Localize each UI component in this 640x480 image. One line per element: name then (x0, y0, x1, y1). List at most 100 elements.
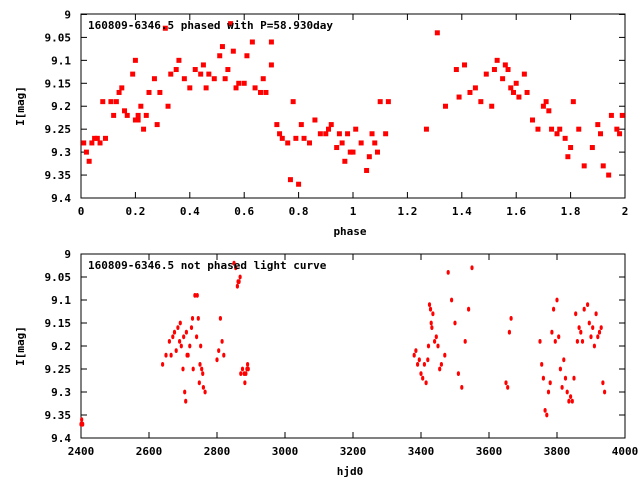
data-point (424, 380, 428, 386)
data-point (244, 371, 248, 376)
x-tick-label: 2800 (204, 445, 231, 458)
data-point (258, 89, 264, 95)
y-tick-label: 9.35 (45, 169, 72, 182)
data-point (453, 67, 459, 73)
data-point (596, 334, 600, 340)
data-point (442, 103, 448, 109)
data-point (168, 71, 174, 77)
data-point (467, 89, 473, 95)
data-point (130, 71, 136, 77)
data-point (597, 329, 602, 335)
data-point (237, 279, 241, 284)
plot-2-title: 160809-6346.5 not phased light curve (88, 259, 327, 272)
data-point (383, 131, 389, 137)
data-point (143, 112, 149, 118)
data-point (553, 339, 557, 344)
data-point (603, 389, 607, 395)
data-point (135, 117, 141, 123)
data-point (555, 297, 559, 303)
data-point (446, 270, 450, 275)
data-point (277, 131, 283, 137)
data-point (568, 145, 574, 151)
data-point (530, 117, 536, 123)
y-tick-label: 9.25 (45, 363, 72, 376)
y-tick-label: 9.4 (51, 432, 71, 445)
data-point (608, 112, 614, 118)
data-point (428, 306, 433, 312)
data-point (347, 149, 353, 155)
data-point (549, 126, 555, 132)
data-point (426, 343, 431, 349)
data-point (206, 71, 212, 77)
data-point (426, 357, 430, 363)
data-point (557, 126, 563, 132)
data-point (550, 329, 554, 335)
data-point (215, 357, 219, 363)
data-point (233, 85, 239, 91)
data-point (169, 352, 173, 358)
data-point (414, 348, 418, 353)
data-point (581, 163, 587, 169)
data-point (513, 80, 519, 86)
data-point (232, 260, 236, 266)
data-point (569, 394, 573, 399)
data-point (81, 140, 87, 146)
y-tick-label: 9.2 (51, 100, 71, 113)
data-point (412, 352, 416, 358)
data-point (431, 311, 435, 317)
plot-2-x-ticks: 2400 2600 2800 3000 3200 3400 3600 3800 4000 (68, 254, 638, 458)
data-point (119, 85, 125, 91)
data-point (189, 325, 194, 330)
data-point (567, 398, 571, 404)
data-point (606, 172, 612, 178)
data-point (151, 76, 157, 82)
data-point (548, 380, 552, 386)
data-point (193, 293, 197, 298)
data-point (92, 135, 98, 141)
x-tick-label: 2600 (136, 445, 163, 458)
data-point (187, 85, 193, 91)
data-point (560, 385, 564, 390)
y-tick-label: 9 (64, 8, 71, 21)
data-point (545, 412, 549, 418)
data-point (574, 311, 578, 317)
data-point (456, 94, 462, 100)
data-point (580, 339, 585, 344)
data-point (540, 362, 544, 367)
data-point (350, 149, 356, 155)
data-point (268, 62, 274, 68)
data-point (589, 145, 595, 151)
data-point (507, 329, 511, 335)
x-tick-label: 1.4 (452, 205, 472, 218)
data-point (240, 366, 245, 372)
data-point (171, 334, 175, 340)
data-point (543, 99, 549, 105)
data-point (538, 339, 542, 344)
data-point (217, 53, 223, 59)
data-point (434, 30, 440, 36)
data-point (430, 325, 434, 330)
data-point (167, 339, 171, 344)
data-point (225, 67, 231, 73)
data-point (436, 343, 440, 349)
data-point (439, 362, 443, 367)
data-point (298, 122, 304, 128)
data-point (557, 334, 561, 340)
data-point (504, 380, 508, 386)
y-tick-label: 9.3 (51, 146, 71, 159)
data-point (317, 131, 323, 137)
data-point (434, 334, 438, 340)
data-point (199, 343, 203, 349)
data-point (377, 99, 383, 105)
data-point (460, 385, 464, 390)
data-point (97, 140, 103, 146)
data-point (192, 67, 198, 73)
data-point (416, 362, 420, 367)
data-point (575, 339, 580, 344)
x-tick-label: 1.8 (561, 205, 581, 218)
data-point (582, 306, 586, 312)
data-point (218, 316, 222, 321)
data-point (502, 62, 508, 68)
y-tick-label: 9 (64, 248, 71, 261)
data-point (443, 352, 447, 358)
